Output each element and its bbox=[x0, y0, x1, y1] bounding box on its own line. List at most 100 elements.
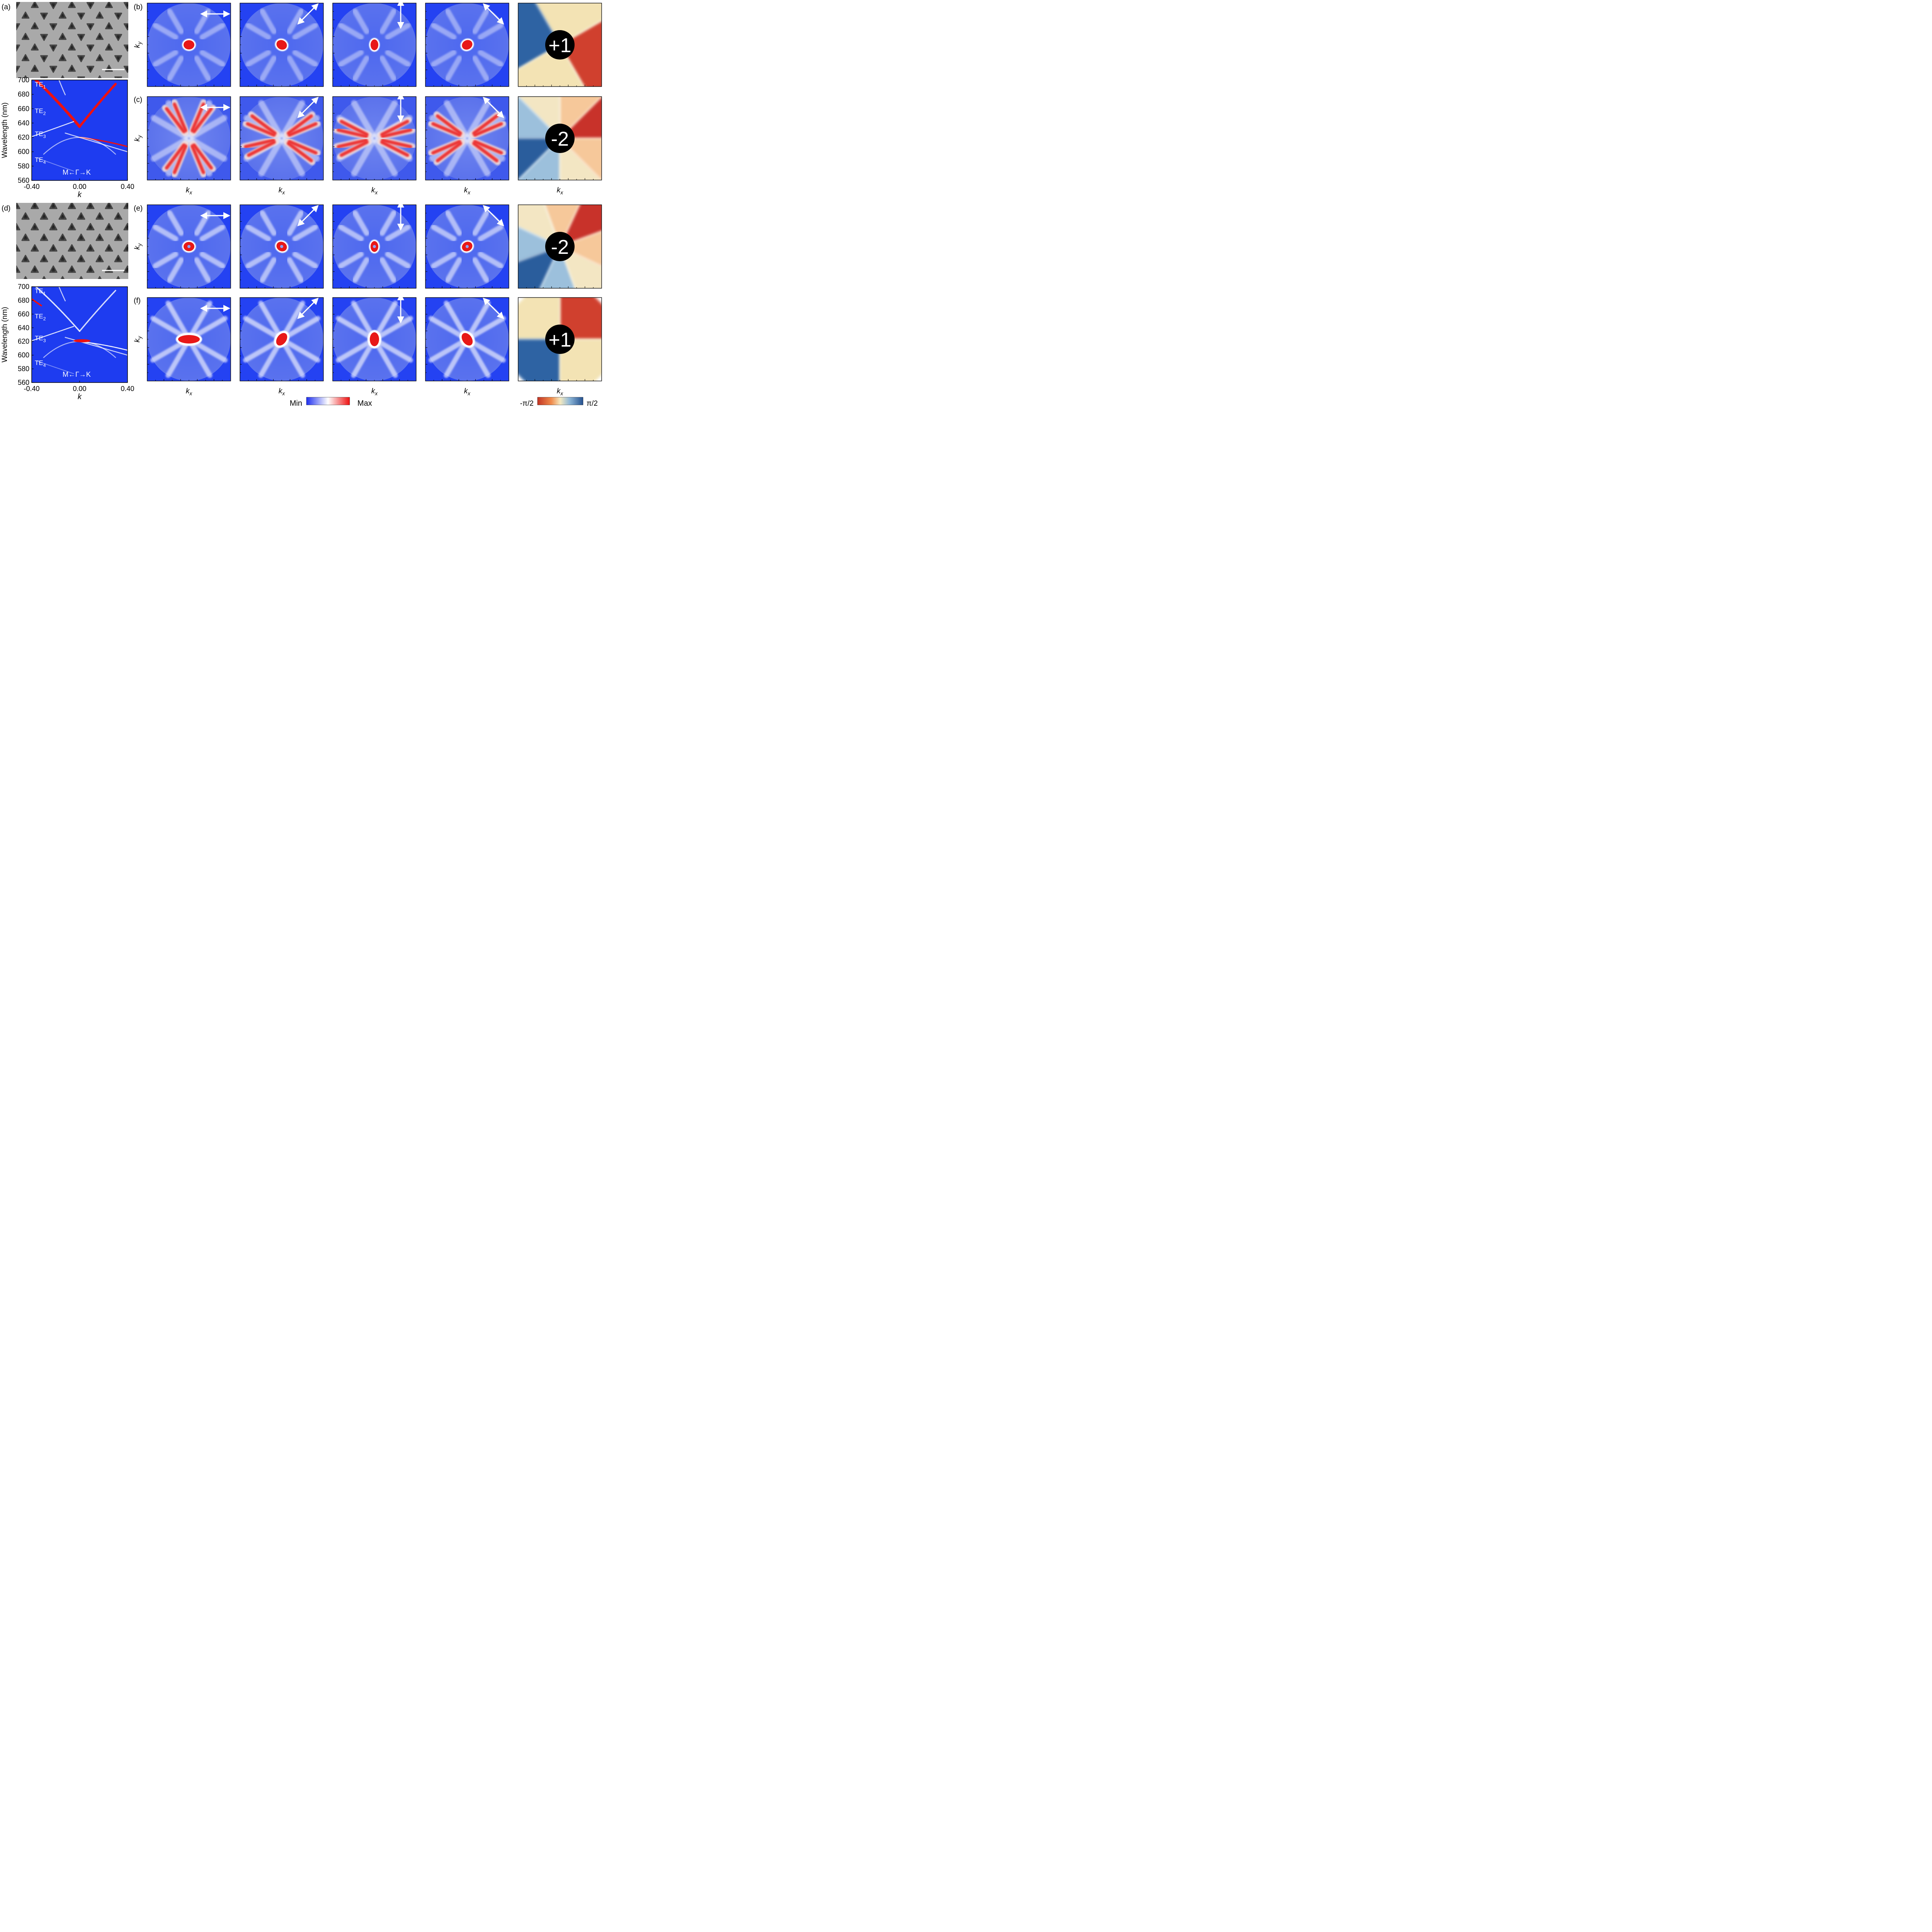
spoke bbox=[431, 23, 457, 40]
sem-hole bbox=[95, 233, 104, 241]
spoke bbox=[260, 9, 277, 34]
sem-hole bbox=[86, 203, 95, 209]
y-tick-label: 680 bbox=[18, 90, 29, 98]
sem-image-a bbox=[0, 2, 168, 94]
kspace-map-b-1 bbox=[147, 3, 231, 87]
panel-label-e: (e) bbox=[134, 204, 143, 213]
sem-hole bbox=[105, 244, 113, 252]
kspace-map-c-2 bbox=[240, 96, 324, 180]
lobe-core bbox=[287, 122, 318, 137]
sem-hole bbox=[105, 203, 113, 209]
sem-hole bbox=[68, 244, 76, 252]
sem-hole bbox=[0, 87, 1, 92]
spoke bbox=[199, 23, 225, 40]
spoke bbox=[245, 23, 271, 40]
sem-hole bbox=[0, 266, 1, 272]
polarizer-arrow bbox=[483, 205, 504, 226]
topological-charge: -2 bbox=[551, 236, 569, 259]
sem-hole bbox=[21, 233, 30, 241]
sem-hole bbox=[3, 298, 10, 304]
spoke bbox=[151, 115, 189, 139]
spoke bbox=[431, 252, 457, 269]
dispersion-background bbox=[32, 287, 128, 383]
sem-hole bbox=[49, 223, 58, 231]
band-te2-right bbox=[79, 290, 116, 332]
sem-hole bbox=[95, 255, 104, 262]
sem-hole bbox=[86, 244, 95, 252]
sem-hole bbox=[114, 55, 122, 62]
phase-sector bbox=[560, 231, 602, 266]
colorbar-max-label: Max bbox=[357, 399, 372, 406]
kspace-map-f-2 bbox=[240, 297, 324, 381]
figure: (a) (b) (c) (d) (e) (f) 700 680 660 640 620 600 580 5… bbox=[0, 0, 602, 406]
sem-hole bbox=[0, 2, 1, 7]
sem-hole bbox=[86, 23, 95, 31]
lobe-core bbox=[381, 138, 413, 149]
y-axis-title: Wavelength (nm) bbox=[1, 102, 9, 158]
sem-hole bbox=[68, 65, 76, 72]
sem-hole bbox=[49, 244, 58, 252]
spoke bbox=[374, 316, 413, 340]
spoke bbox=[467, 316, 506, 340]
lobe-core bbox=[165, 143, 186, 170]
lobe-core bbox=[246, 122, 276, 137]
vortex-core bbox=[280, 245, 283, 248]
phase-sector bbox=[518, 138, 560, 180]
spoke bbox=[478, 252, 503, 269]
phase-sector bbox=[560, 298, 602, 339]
sem-hole bbox=[0, 65, 1, 71]
lobe-core bbox=[247, 140, 276, 157]
sem-hole bbox=[86, 2, 95, 9]
sem-hole bbox=[77, 76, 85, 78]
phase-sector bbox=[518, 227, 560, 262]
sem-hole bbox=[114, 212, 122, 220]
spoke bbox=[373, 300, 398, 339]
center-spot bbox=[462, 40, 473, 50]
sem-hole bbox=[49, 66, 58, 73]
sem-hole bbox=[42, 276, 46, 279]
spoke bbox=[292, 23, 318, 40]
sem-hole bbox=[161, 88, 168, 94]
vortex-core bbox=[373, 245, 376, 248]
numerical-aperture-disk bbox=[240, 97, 323, 180]
sem-hole bbox=[77, 212, 85, 220]
sem-hole bbox=[114, 76, 122, 78]
band-te3-lower bbox=[65, 133, 128, 152]
sem-hole bbox=[16, 265, 20, 273]
phase-sector bbox=[518, 97, 560, 138]
spoke bbox=[335, 338, 374, 363]
phase-sector bbox=[540, 247, 575, 288]
phase-sector bbox=[518, 205, 560, 247]
sem-hole bbox=[31, 203, 39, 209]
sem-hole bbox=[31, 22, 39, 29]
y-tick-label: 700 bbox=[18, 283, 29, 291]
phase-sector bbox=[544, 205, 580, 247]
phase-sector bbox=[560, 205, 602, 247]
spoke bbox=[478, 224, 503, 242]
sem-hole bbox=[123, 223, 128, 231]
lobe-core bbox=[336, 138, 368, 149]
spoke bbox=[165, 339, 190, 378]
center-spot bbox=[276, 40, 287, 50]
phase-sector bbox=[560, 339, 602, 381]
spoke bbox=[292, 50, 318, 67]
phase-sector bbox=[560, 97, 602, 138]
polarizer-arrow bbox=[297, 298, 319, 319]
sem-hole bbox=[77, 12, 85, 20]
band-te1 bbox=[58, 80, 66, 95]
sem-hole bbox=[58, 12, 67, 19]
y-tick-label: 580 bbox=[18, 365, 29, 373]
lobe-core bbox=[243, 138, 276, 149]
sem-hole bbox=[58, 33, 67, 40]
kx-axis-label: kx bbox=[371, 186, 378, 196]
polarizer-arrow bbox=[297, 97, 319, 118]
phase-map-b: +1 bbox=[518, 3, 602, 87]
sem-hole bbox=[68, 43, 76, 51]
mode-label: TE4 bbox=[35, 359, 46, 368]
sem-hole bbox=[3, 77, 10, 83]
band-te2-right bbox=[78, 83, 117, 128]
lobe-core bbox=[250, 114, 277, 135]
mode-label: TE3 bbox=[35, 130, 46, 139]
sem-hole bbox=[31, 43, 39, 51]
sem-hole bbox=[31, 265, 39, 273]
